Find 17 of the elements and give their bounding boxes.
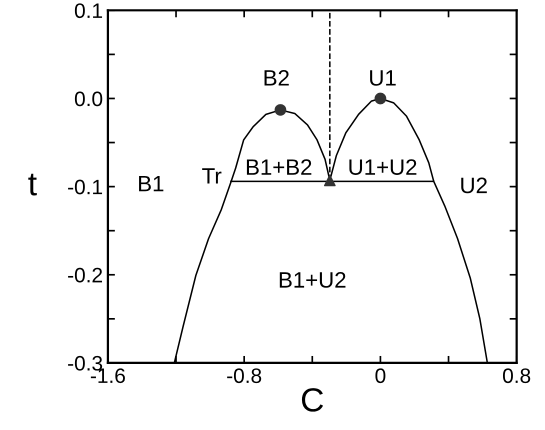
x-tick-label: 0.8 [502,368,530,384]
annotation: Tr [202,168,222,184]
y-tick-label: -0.2 [68,268,102,283]
y-tick-label: 0.0 [74,91,102,106]
annotation: U1 [370,70,396,86]
annotation: U2 [461,178,487,194]
y-axis-title: t [28,174,37,196]
x-tick-label: 0 [375,368,386,384]
annotation: B2 [264,70,289,86]
y-tick-label: 0.1 [74,3,102,18]
x-axis-title: C [302,388,324,412]
x-tick-label: -0.8 [227,368,262,384]
annotation: B1+U2 [280,272,346,288]
annotation: B1 [139,176,164,192]
annotation: B1+B2 [246,159,312,175]
y-tick-label: -0.1 [68,180,102,194]
annotation: U1+U2 [349,159,416,175]
